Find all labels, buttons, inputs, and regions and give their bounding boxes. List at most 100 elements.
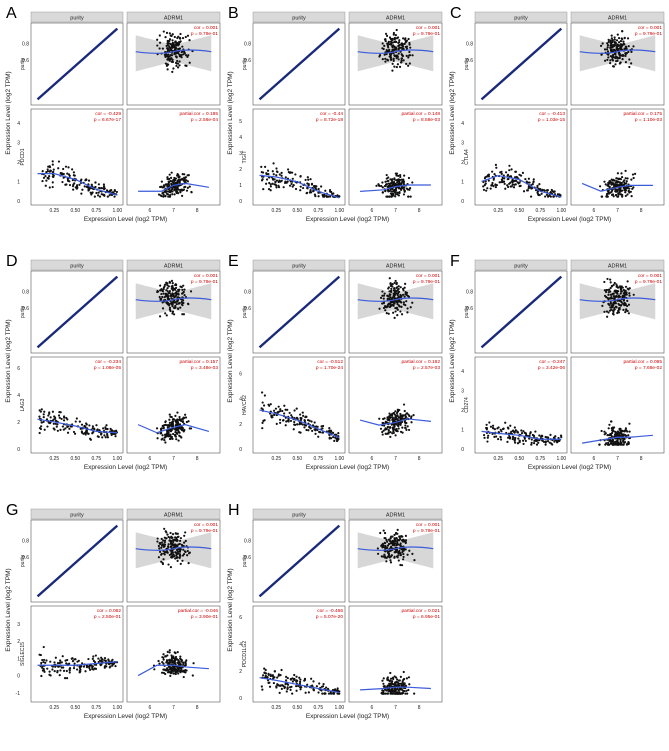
data-point <box>62 176 65 179</box>
data-point <box>389 192 392 195</box>
data-point <box>111 663 114 667</box>
data-point <box>307 429 310 432</box>
data-point <box>516 430 519 433</box>
data-point <box>389 559 392 562</box>
data-point <box>156 540 159 543</box>
data-point <box>626 430 629 433</box>
data-point <box>625 309 628 312</box>
data-point <box>260 685 263 688</box>
data-point <box>397 285 400 288</box>
data-point <box>532 181 535 184</box>
gene-label: CD274 <box>464 397 470 413</box>
stat-cor: cor = -0.247 <box>539 359 565 365</box>
data-point <box>489 425 493 428</box>
data-point <box>161 295 164 299</box>
x-axis-label: Expression Level (log2 TPM) <box>306 216 389 223</box>
data-point <box>521 171 525 174</box>
data-point <box>280 687 283 690</box>
data-point <box>404 413 407 417</box>
data-point <box>618 306 621 310</box>
data-point <box>286 676 289 680</box>
data-point <box>384 309 387 312</box>
data-point <box>614 63 617 66</box>
data-point <box>394 410 397 413</box>
data-point <box>168 177 171 181</box>
data-point <box>387 431 390 434</box>
data-point <box>613 441 616 444</box>
data-point <box>53 428 56 431</box>
data-point <box>613 295 617 298</box>
data-point <box>177 543 180 546</box>
data-point <box>104 426 107 429</box>
fit-line <box>138 182 210 192</box>
data-point <box>158 47 161 50</box>
strip-label-purity: purity <box>292 264 306 270</box>
fit-line <box>37 418 118 434</box>
data-point <box>544 435 547 439</box>
confidence-band <box>135 35 212 72</box>
data-point <box>408 41 411 45</box>
data-point <box>162 292 165 295</box>
data-point <box>395 429 398 432</box>
data-point <box>178 40 182 44</box>
data-point <box>395 281 398 285</box>
data-point <box>298 682 301 685</box>
data-point <box>176 550 179 553</box>
data-point <box>328 429 331 432</box>
data-point <box>173 35 176 39</box>
data-point <box>284 679 288 682</box>
fit-line <box>357 546 434 551</box>
data-point <box>495 183 498 187</box>
data-point <box>491 426 495 430</box>
gene-label: PDCD1 <box>20 148 26 165</box>
data-point <box>532 178 535 181</box>
data-point <box>616 189 619 193</box>
data-point <box>323 195 326 198</box>
data-point <box>402 538 405 541</box>
data-point <box>175 548 179 552</box>
strip-label-adrm1: ADRM1 <box>164 264 183 270</box>
data-point <box>161 437 164 440</box>
strip-label-adrm1: ADRM1 <box>608 16 627 22</box>
data-point <box>57 167 60 170</box>
data-point <box>183 186 186 189</box>
data-point <box>284 424 287 427</box>
data-point <box>187 173 190 177</box>
data-point <box>502 427 505 430</box>
data-point <box>164 434 167 437</box>
data-point <box>280 174 283 177</box>
data-point <box>164 441 167 444</box>
data-point <box>601 42 604 45</box>
data-point <box>490 184 493 187</box>
data-point <box>174 292 177 295</box>
data-point <box>482 185 485 188</box>
data-point <box>162 195 165 198</box>
data-point <box>181 292 184 295</box>
data-point <box>321 193 324 197</box>
x-tick-label: 0.50 <box>70 705 80 711</box>
y-tick-label: 1 <box>239 183 242 189</box>
x-tick-label: 0.25 <box>49 208 59 214</box>
data-point <box>108 194 111 197</box>
data-point <box>89 437 92 440</box>
data-point <box>620 443 624 446</box>
data-point <box>560 435 563 439</box>
data-point <box>502 180 506 183</box>
data-point <box>608 439 611 442</box>
data-point <box>404 426 407 430</box>
data-point <box>57 414 61 417</box>
data-point <box>496 427 499 430</box>
data-point <box>624 194 627 198</box>
fit-line <box>259 677 340 694</box>
data-point <box>380 185 383 188</box>
data-point <box>66 658 69 662</box>
data-point <box>177 293 180 296</box>
data-point <box>171 305 174 308</box>
data-point <box>506 440 509 443</box>
data-point <box>389 435 392 438</box>
data-point <box>177 421 180 425</box>
data-point <box>399 675 402 678</box>
data-point <box>396 414 399 417</box>
data-point <box>179 658 183 661</box>
data-point <box>64 183 67 186</box>
